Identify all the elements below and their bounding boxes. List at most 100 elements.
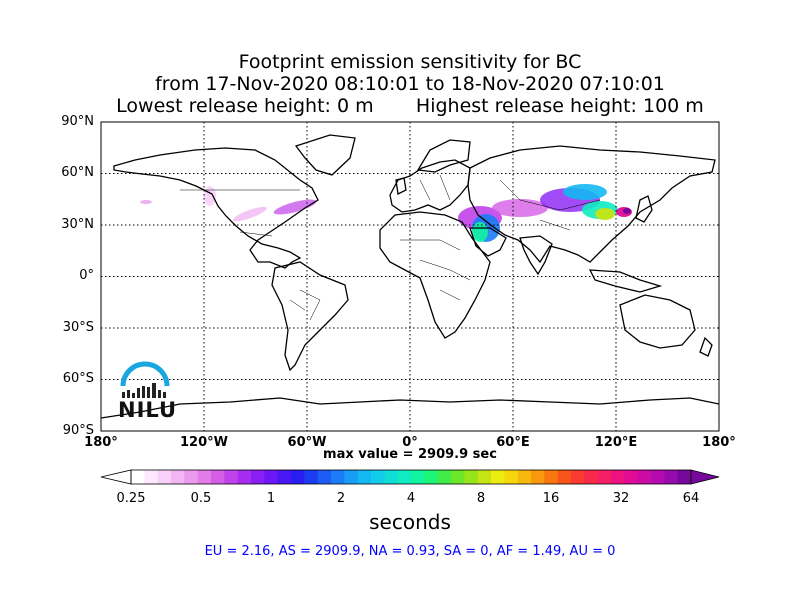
north-america-coast bbox=[113, 147, 319, 269]
colorbar-segment bbox=[384, 470, 399, 484]
lon-label-120e: 120°E bbox=[594, 435, 638, 450]
colorbar-segment bbox=[224, 470, 239, 484]
plume-na-faint bbox=[233, 206, 267, 222]
scandinavia-coast bbox=[416, 139, 471, 173]
plume-pacific bbox=[140, 200, 152, 204]
plume-core-green bbox=[472, 222, 488, 242]
title-line-2: from 17-Nov-2020 08:10:01 to 18-Nov-2020… bbox=[155, 73, 665, 95]
colorbar-tick-64: 64 bbox=[682, 491, 700, 506]
map-area bbox=[101, 134, 719, 419]
south-america-borders bbox=[289, 289, 321, 321]
lat-label-90s: 90°S bbox=[62, 423, 94, 438]
lon-label-0: 0° bbox=[402, 435, 418, 450]
nilu-logo-bar-7 bbox=[152, 383, 156, 398]
lat-label-0: 0° bbox=[79, 268, 94, 283]
colorbar-segment bbox=[451, 470, 465, 484]
colorbar-segment bbox=[291, 470, 305, 484]
lowest-release-height: Lowest release height: 0 m bbox=[116, 95, 374, 117]
colorbar-tick-1: 1 bbox=[266, 491, 276, 506]
eurasia-borders bbox=[419, 174, 601, 231]
footprint-plume bbox=[140, 184, 632, 242]
colorbar-segment bbox=[624, 470, 639, 484]
colorbar-segment bbox=[277, 470, 292, 484]
colorbar-segment bbox=[584, 470, 599, 484]
colorbar-over-arrow bbox=[690, 469, 720, 485]
colorbar-segment bbox=[197, 470, 212, 484]
colorbar-segment bbox=[424, 470, 439, 484]
colorbar-segment bbox=[397, 470, 412, 484]
nilu-logo-text: NILU bbox=[118, 398, 178, 422]
highest-release-height: Highest release height: 100 m bbox=[415, 95, 704, 117]
colorbar-segment bbox=[504, 470, 519, 484]
plume-china-yellow bbox=[595, 208, 615, 220]
map-frame bbox=[100, 121, 720, 432]
gridlines bbox=[101, 122, 719, 431]
colorbar-segment bbox=[331, 470, 345, 484]
colorbar-segment bbox=[677, 470, 692, 484]
us-mexico-border bbox=[239, 231, 273, 237]
nilu-logo-bar-9 bbox=[163, 392, 166, 398]
colorbar-segment bbox=[517, 470, 532, 484]
lat-label-60s: 60°S bbox=[62, 371, 94, 386]
lat-label-30n: 30°N bbox=[61, 217, 94, 232]
colorbar-frame bbox=[130, 469, 692, 485]
plume-maximum bbox=[623, 208, 631, 214]
colorbar-segment bbox=[304, 470, 319, 484]
africa-borders bbox=[400, 239, 471, 301]
south-america-coast bbox=[271, 261, 349, 372]
australia-coast bbox=[619, 294, 696, 349]
colorbar-segment bbox=[611, 470, 625, 484]
colorbar-unit-label: seconds bbox=[369, 510, 451, 534]
nilu-logo-arc bbox=[120, 361, 170, 387]
antarctica-coast bbox=[101, 397, 719, 419]
colorbar-segment bbox=[371, 470, 385, 484]
greenland-coast bbox=[294, 134, 356, 176]
regional-summary: EU = 2.16, AS = 2909.9, NA = 0.93, SA = … bbox=[204, 544, 616, 559]
colorbar-segment bbox=[651, 470, 665, 484]
colorbar-segment bbox=[317, 470, 332, 484]
colorbar-segment bbox=[477, 470, 492, 484]
india-coast bbox=[519, 235, 553, 276]
lon-label-180e: 180° bbox=[702, 435, 736, 450]
lon-label-180w: 180° bbox=[84, 435, 118, 450]
colorbar-tick-0-5: 0.5 bbox=[190, 491, 212, 506]
colorbar-segment bbox=[184, 470, 199, 484]
colorbar-segment bbox=[491, 470, 505, 484]
colorbar-segment bbox=[344, 470, 359, 484]
nilu-logo-bar-4 bbox=[137, 388, 140, 398]
colorbar-segment bbox=[597, 470, 612, 484]
colorbar-segment bbox=[251, 470, 265, 484]
colorbar-segment bbox=[571, 470, 585, 484]
lat-label-30s: 30°S bbox=[62, 320, 94, 335]
nilu-logo-bar-5 bbox=[142, 386, 145, 398]
plume-north-america bbox=[273, 199, 317, 215]
plume-na-west bbox=[204, 186, 216, 206]
colorbar-segment bbox=[464, 470, 479, 484]
colorbar-segment bbox=[664, 470, 679, 484]
arabia-coast bbox=[469, 227, 507, 257]
colorbar-segment bbox=[131, 470, 145, 484]
lon-label-60w: 60°W bbox=[287, 435, 327, 450]
colorbar-under-arrow bbox=[100, 469, 132, 485]
colorbar-tick-0-25: 0.25 bbox=[116, 491, 146, 506]
colorbar-segment bbox=[157, 470, 172, 484]
colorbar-segment bbox=[211, 470, 225, 484]
nilu-logo-bar-8 bbox=[158, 390, 161, 398]
colorbar-tick-2: 2 bbox=[336, 491, 346, 506]
lon-label-120w: 120°W bbox=[180, 435, 228, 450]
colorbar-segment bbox=[237, 470, 252, 484]
nilu-logo-bar-3 bbox=[132, 393, 135, 398]
colorbar-segment bbox=[411, 470, 425, 484]
plume-mongolia bbox=[563, 184, 607, 200]
colorbar-segment bbox=[144, 470, 159, 484]
plume-central-asia bbox=[492, 199, 548, 217]
indonesia-coast bbox=[588, 269, 663, 293]
colorbar-tick-4: 4 bbox=[406, 491, 416, 506]
japan-coast bbox=[635, 195, 653, 223]
africa-coast bbox=[379, 211, 491, 339]
nilu-logo-bar-1 bbox=[122, 392, 125, 398]
colorbar-segment bbox=[171, 470, 185, 484]
colorbar-tick-16: 16 bbox=[542, 491, 560, 506]
colorbar-segment bbox=[531, 470, 545, 484]
